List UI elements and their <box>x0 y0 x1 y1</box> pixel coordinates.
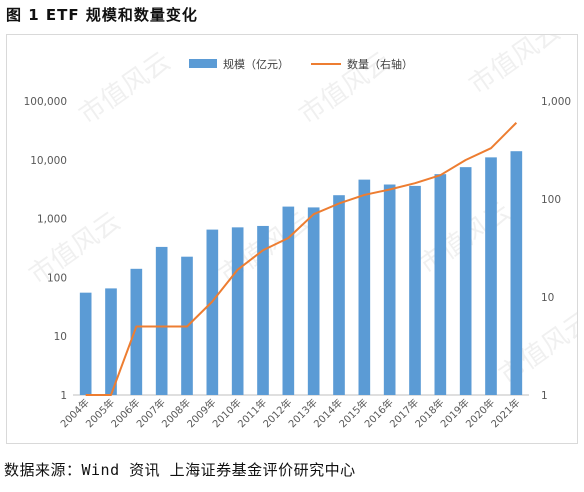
bar <box>130 268 143 395</box>
bar <box>409 185 421 395</box>
chart-frame: 市值风云市值风云市值风云市值风云市值风云市值风云市值风云 1101001,000… <box>6 16 584 444</box>
bar <box>282 206 295 395</box>
series-line <box>85 122 518 396</box>
bar <box>155 246 168 395</box>
bar <box>105 288 117 395</box>
source-note: 数据来源：Wind 资讯 上海证券基金评价研究中心 <box>4 461 356 479</box>
y-left-tick-label: 10,000 <box>30 155 67 167</box>
bar-series <box>79 151 523 395</box>
figure-title: 图 1 ETF 规模和数量变化 <box>6 6 198 24</box>
legend-swatch-bar <box>189 59 217 68</box>
bar <box>79 292 92 395</box>
y-right-tick-label: 100 <box>541 194 561 206</box>
y-left-tick-label: 1,000 <box>37 214 67 226</box>
bar <box>510 151 523 395</box>
legend-label-bar: 规模（亿元） <box>223 57 289 71</box>
bar <box>307 207 320 395</box>
bar <box>434 174 447 395</box>
bar <box>383 184 396 395</box>
bar <box>257 225 269 395</box>
bar <box>333 195 345 395</box>
y-left-tick-label: 100 <box>47 272 67 284</box>
watermark-text-6: 市值风云 <box>494 306 577 390</box>
y-right-tick-label: 10 <box>541 292 554 304</box>
bar <box>358 179 371 395</box>
x-tick-label: 2021年 <box>488 396 522 430</box>
bar <box>459 167 472 395</box>
y-right-tick-label: 1,000 <box>541 96 571 108</box>
y-right-tick-label: 1 <box>541 390 548 402</box>
y-left-tick-label: 10 <box>54 331 67 343</box>
watermark-text-0: 市值风云 <box>74 46 176 130</box>
legend-label-line: 数量（右轴） <box>347 57 413 71</box>
bar <box>206 229 219 395</box>
line-series <box>85 122 518 396</box>
chart-svg: 市值风云市值风云市值风云市值风云市值风云市值风云市值风云 1101001,000… <box>24 16 584 430</box>
bar <box>231 227 244 395</box>
y-left-tick-label: 100,000 <box>24 96 67 108</box>
y-left-tick-label: 1 <box>60 390 67 402</box>
watermark-text-2: 市值风云 <box>464 35 566 101</box>
legend: 规模（亿元） 数量（右轴） <box>189 57 413 71</box>
bar <box>485 157 497 395</box>
